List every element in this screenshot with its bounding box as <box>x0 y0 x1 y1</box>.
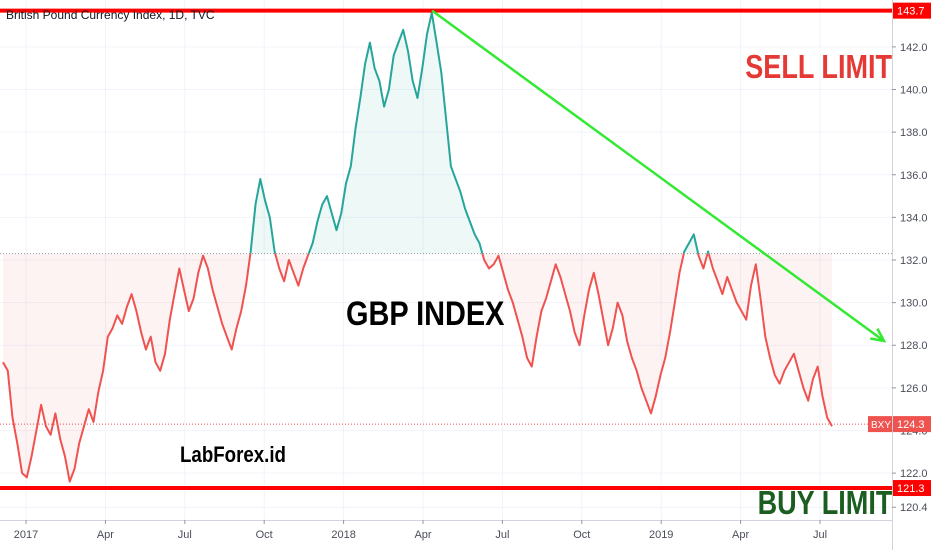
trend-arrow-line <box>431 9 885 342</box>
time-tick-label: 2019 <box>649 529 673 541</box>
time-tick-label: Oct <box>573 529 590 541</box>
buy-limit-annotation: BUY LIMIT <box>757 484 892 521</box>
price-tick-label: 128.0 <box>900 340 928 352</box>
sell-limit-tag-box <box>893 2 931 19</box>
price-tick-label: 136.0 <box>900 170 928 182</box>
sell-limit-annotation: SELL LIMIT <box>745 48 892 85</box>
price-tick-label: 140.0 <box>900 85 928 97</box>
grid-lines <box>0 0 892 520</box>
time-tick-label: Apr <box>414 529 431 541</box>
price-tick-label: 120.4 <box>900 502 928 514</box>
symbol-tag-box <box>868 416 892 433</box>
time-axis[interactable]: 2017 Apr Jul Oct 2018 Apr Jul Oct 2019 Apr Jul <box>0 520 892 550</box>
time-tick-label: Oct <box>256 529 273 541</box>
buy-limit-tag-box <box>893 480 931 497</box>
last-price-tag-box <box>893 416 931 433</box>
reference-lines <box>0 8 892 491</box>
area-below-fill <box>3 253 832 482</box>
price-tick-label: 132.0 <box>900 255 928 267</box>
time-tick-label: Jul <box>813 529 827 541</box>
price-tags: 143.7 121.3 124.3 BXY <box>868 2 931 497</box>
symbol-tag-label: BXY <box>871 420 891 431</box>
price-tick-label: 142.0 <box>900 42 928 54</box>
time-tick-label: Jul <box>495 529 509 541</box>
last-price-tag-label: 124.3 <box>897 419 925 431</box>
time-tick-label: Apr <box>97 529 114 541</box>
time-tick-label: Jul <box>178 529 192 541</box>
series-line-up <box>249 11 710 254</box>
area-fills <box>3 12 832 482</box>
time-tick-label: Apr <box>732 529 749 541</box>
price-tick-label: 134.0 <box>900 212 928 224</box>
gbp-index-annotation: GBP INDEX <box>346 295 505 333</box>
time-tick-label: 2018 <box>331 529 355 541</box>
time-tick-label: 2017 <box>14 529 38 541</box>
buy-limit-tag-label: 121.3 <box>897 483 925 495</box>
price-axis-background <box>892 0 932 550</box>
price-tick-label: 138.0 <box>900 127 928 139</box>
sell-limit-tag-label: 143.7 <box>897 6 925 18</box>
series-line-down <box>2 253 833 483</box>
price-line <box>2 11 833 483</box>
price-tick-label: 126.0 <box>900 383 928 395</box>
price-axis[interactable]: 120.4122.0124.0126.0128.0130.0132.0134.0… <box>892 0 932 550</box>
watermark-text: LabForex.id <box>180 442 286 467</box>
chart-title: British Pound Currency Index, 1D, TVC <box>6 8 215 22</box>
area-above-fill <box>3 12 832 254</box>
time-axis-background <box>0 520 892 550</box>
price-tick-label: 130.0 <box>900 298 928 310</box>
trend-arrow-head <box>870 328 887 343</box>
price-tick-label: 122.0 <box>900 468 928 480</box>
